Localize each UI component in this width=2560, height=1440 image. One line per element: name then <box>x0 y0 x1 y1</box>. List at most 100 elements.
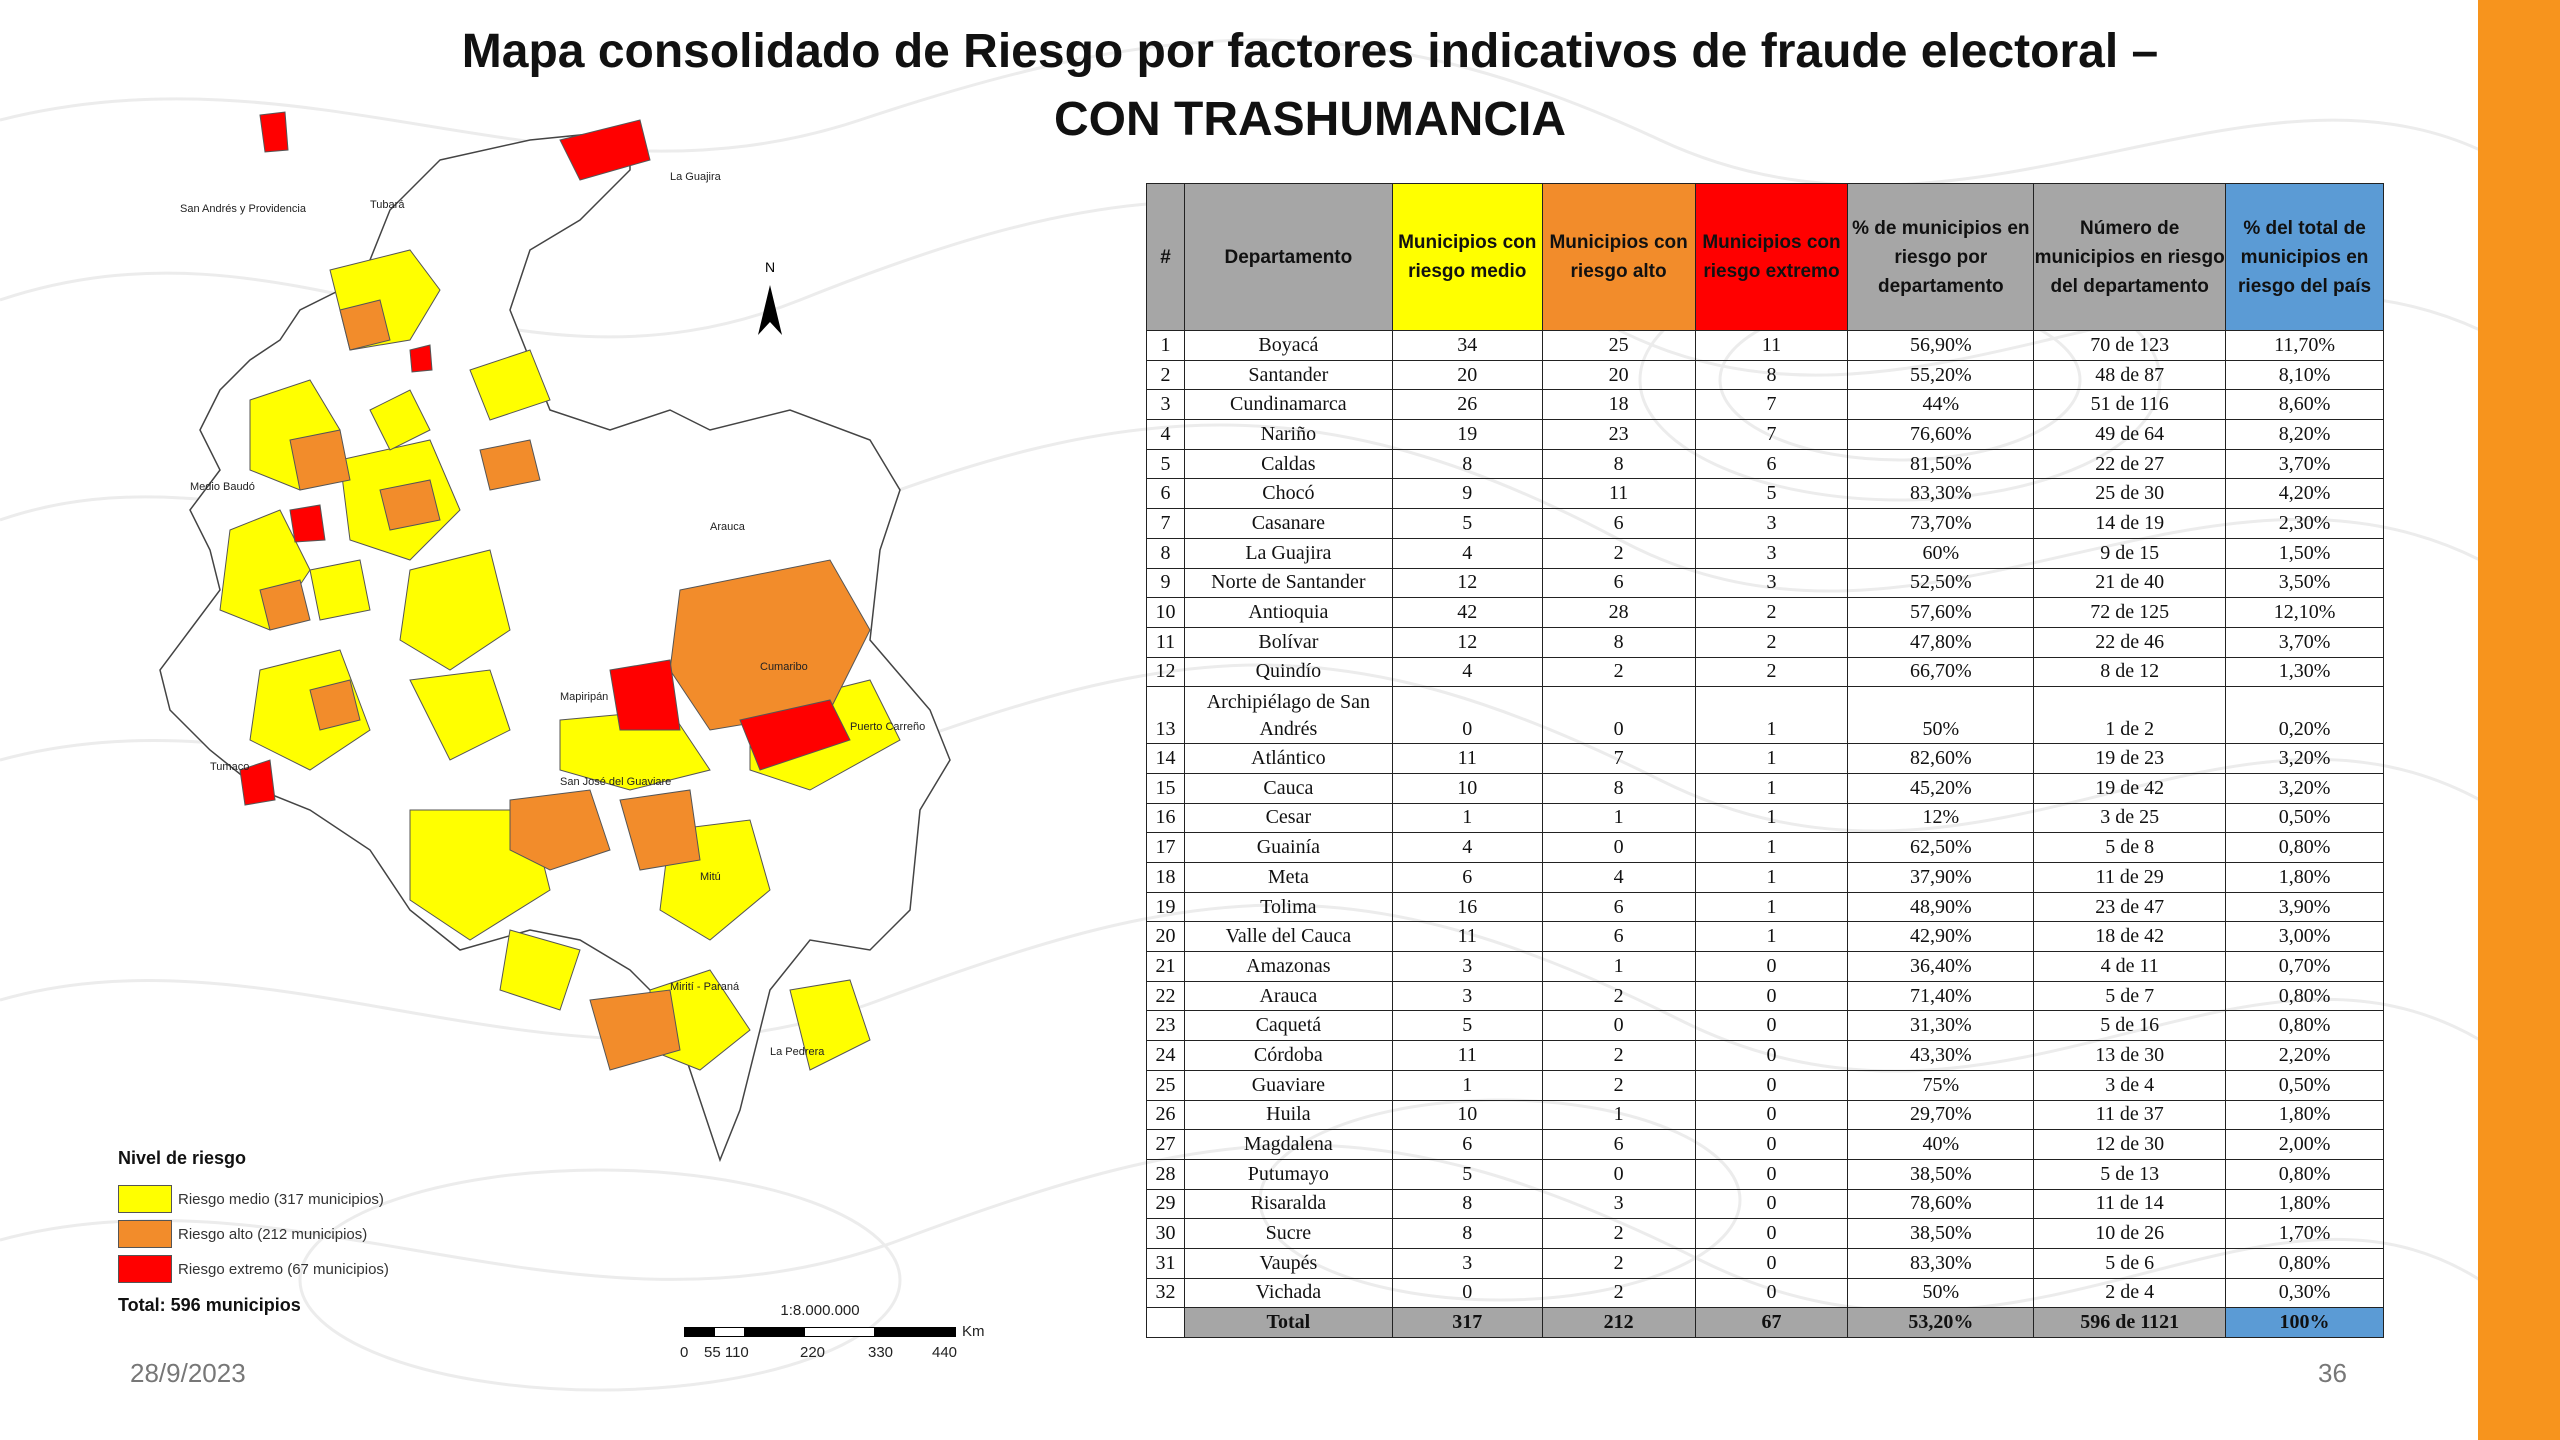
place-label: La Guajira <box>670 171 722 183</box>
cell-riesgo-alto: 2 <box>1541 1069 1696 1101</box>
table-row: 30 Sucre 8 2 0 38,50% 10 de 26 1,70% <box>1146 1218 2384 1249</box>
risk-table: # Departamento Municipios con riesgo med… <box>1146 183 2384 1338</box>
cell-riesgo-alto: 4 <box>1541 862 1696 893</box>
legend-swatch <box>118 1255 172 1283</box>
cell-numero-municipios: 10 de 26 <box>2033 1218 2227 1249</box>
cell-numero-municipios: 5 de 16 <box>2033 1010 2227 1042</box>
cell-riesgo-extremo: 1 <box>1694 921 1849 953</box>
region-medio <box>409 669 511 761</box>
table-row: 16 Cesar 1 1 1 12% 3 de 25 0,50% <box>1146 802 2384 834</box>
region-extremo <box>559 119 651 181</box>
cell-pct-total: 3,70% <box>2225 448 2384 480</box>
cell-numero-municipios: 5 de 6 <box>2033 1247 2227 1279</box>
cell-pct-total: 8,60% <box>2225 389 2384 421</box>
cell-pct-total: 2,30% <box>2225 508 2384 539</box>
page-number: 36 <box>2318 1358 2347 1388</box>
cell-pct-departamento: 38,50% <box>1847 1158 2035 1190</box>
cell-numero-municipios: 22 de 27 <box>2033 448 2227 480</box>
cell-number: 29 <box>1146 1188 1185 1220</box>
cell-riesgo-alto: 25 <box>1541 330 1696 361</box>
cell-pct-departamento: 83,30% <box>1847 1247 2035 1279</box>
cell-pct-departamento: 12% <box>1847 802 2035 834</box>
cell-riesgo-medio: 6 <box>1391 1129 1543 1160</box>
table-row: 11 Bolívar 12 8 2 47,80% 22 de 46 3,70% <box>1146 626 2384 658</box>
cell-riesgo-medio: 8 <box>1391 1188 1543 1220</box>
cell-pct-total: 8,10% <box>2225 359 2384 391</box>
cell-riesgo-medio: 4 <box>1391 832 1543 863</box>
place-label: Puerto Carreño <box>850 721 925 733</box>
scale-tick: 330 <box>868 1344 894 1361</box>
cell-number: 30 <box>1146 1218 1185 1249</box>
cell-number: 17 <box>1146 832 1185 863</box>
table-row: 4 Nariño 19 23 7 76,60% 49 de 64 8,20% <box>1146 419 2384 450</box>
title-line-1: Mapa consolidado de Riesgo por factores … <box>461 25 2159 78</box>
cell-pct-departamento: 44% <box>1847 389 2035 421</box>
cell-riesgo-alto: 1 <box>1541 802 1696 834</box>
scale-ticks: 0 55 110 220 330 440 <box>680 1344 1000 1364</box>
cell-number: 2 <box>1146 359 1185 391</box>
cell-riesgo-alto: 1 <box>1541 1099 1696 1131</box>
cell-pct-total: 3,00% <box>2225 921 2384 953</box>
table-row: 12 Quindío 4 2 2 66,70% 8 de 12 1,30% <box>1146 656 2384 688</box>
cell-departamento: Vaupés <box>1183 1247 1393 1279</box>
cell-numero-municipios: 5 de 7 <box>2033 980 2227 1012</box>
cell-riesgo-alto: 2 <box>1541 1277 1696 1309</box>
cell-departamento: Chocó <box>1183 478 1393 510</box>
cell-riesgo-extremo: 5 <box>1694 478 1849 510</box>
cell-pct-total: 12,10% <box>2225 597 2384 628</box>
cell-riesgo-alto: 8 <box>1541 772 1696 804</box>
legend-item-medio: Riesgo medio (317 municipios) <box>118 1185 538 1213</box>
cell-departamento: Quindío <box>1183 656 1393 688</box>
total-riesgo-alto: 212 <box>1541 1307 1696 1338</box>
region-extremo <box>609 659 681 731</box>
cell-numero-municipios: 21 de 40 <box>2033 567 2227 599</box>
total-numero-municipios: 596 de 1121 <box>2033 1307 2227 1338</box>
cell-riesgo-extremo: 0 <box>1694 1099 1849 1131</box>
cell-number: 15 <box>1146 772 1185 804</box>
cell-pct-total: 0,20% <box>2225 686 2384 745</box>
total-riesgo-extremo: 67 <box>1694 1307 1849 1338</box>
cell-numero-municipios: 1 de 2 <box>2033 686 2227 745</box>
cell-pct-total: 0,70% <box>2225 951 2384 982</box>
cell-numero-municipios: 70 de 123 <box>2033 330 2227 361</box>
region-medio <box>249 649 371 771</box>
region-medio <box>309 559 371 621</box>
cell-riesgo-alto: 18 <box>1541 389 1696 421</box>
cell-pct-total: 1,80% <box>2225 1099 2384 1131</box>
accent-bar <box>2478 0 2560 1440</box>
cell-riesgo-medio: 4 <box>1391 537 1543 569</box>
cell-riesgo-alto: 6 <box>1541 567 1696 599</box>
cell-riesgo-medio: 4 <box>1391 656 1543 688</box>
cell-pct-departamento: 81,50% <box>1847 448 2035 480</box>
cell-departamento: Risaralda <box>1183 1188 1393 1220</box>
cell-riesgo-medio: 0 <box>1391 1277 1543 1309</box>
cell-departamento: Norte de Santander <box>1183 567 1393 599</box>
cell-departamento: Arauca <box>1183 980 1393 1012</box>
region-medio <box>499 929 581 1011</box>
cell-pct-departamento: 60% <box>1847 537 2035 569</box>
legend-label: Riesgo medio (317 municipios) <box>178 1190 384 1208</box>
cell-pct-departamento: 50% <box>1847 1277 2035 1309</box>
cell-numero-municipios: 11 de 37 <box>2033 1099 2227 1131</box>
cell-pct-total: 0,50% <box>2225 802 2384 834</box>
cell-riesgo-alto: 0 <box>1541 1158 1696 1190</box>
region-alto <box>509 789 611 871</box>
table-row: 1 Boyacá 34 25 11 56,90% 70 de 123 11,70% <box>1146 330 2384 361</box>
title-line-2: CON TRASHUMANCIA <box>1054 93 1566 146</box>
cell-pct-departamento: 37,90% <box>1847 862 2035 893</box>
table-row: 6 Chocó 9 11 5 83,30% 25 de 30 4,20% <box>1146 478 2384 510</box>
map-legend: Nivel de riesgo Riesgo medio (317 munici… <box>118 1148 538 1316</box>
cell-number: 5 <box>1146 448 1185 480</box>
cell-pct-total: 3,20% <box>2225 772 2384 804</box>
cell-departamento: Magdalena <box>1183 1129 1393 1160</box>
cell-departamento: Antioquia <box>1183 597 1393 628</box>
cell-number: 22 <box>1146 980 1185 1012</box>
header-number: # <box>1146 183 1185 331</box>
cell-pct-departamento: 31,30% <box>1847 1010 2035 1042</box>
region-alto <box>339 299 391 351</box>
cell-pct-departamento: 43,30% <box>1847 1040 2035 1071</box>
cell-riesgo-alto: 2 <box>1541 1218 1696 1249</box>
total-departamento: Total <box>1183 1307 1393 1338</box>
cell-numero-municipios: 4 de 11 <box>2033 951 2227 982</box>
cell-pct-total: 0,30% <box>2225 1277 2384 1309</box>
